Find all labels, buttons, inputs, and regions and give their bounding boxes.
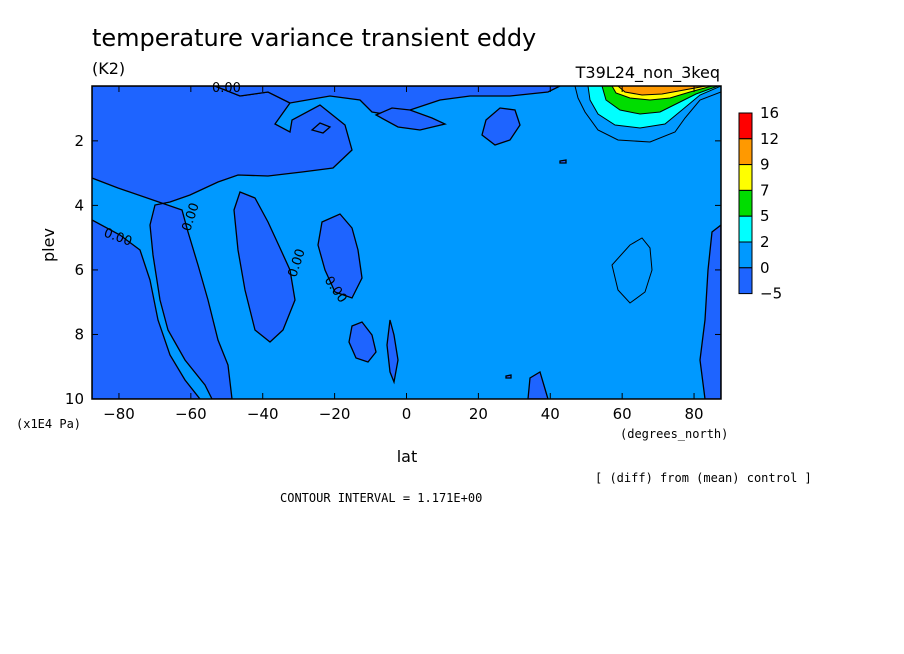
diff-note: [ (diff) from (mean) control ] <box>595 471 812 485</box>
colorbar-swatch <box>738 267 753 295</box>
colorbar-label: 7 <box>760 181 770 199</box>
y-tick-label: 10 <box>65 390 84 408</box>
colorbar-label: 16 <box>760 104 779 122</box>
negative-blob-2 <box>317 213 363 299</box>
y-axis: 2 4 6 8 10 <box>65 132 721 408</box>
x-tick-label: −20 <box>319 405 351 423</box>
y-tick-label: 2 <box>74 132 84 150</box>
contour-label: 0.00 <box>212 81 241 96</box>
x-tick-label: −60 <box>175 405 207 423</box>
negative-blob-dot <box>559 159 567 164</box>
negative-region-west-lower <box>92 219 201 399</box>
x-tick-label: 20 <box>469 405 488 423</box>
colorbar-label: 9 <box>760 156 770 174</box>
y-tick-label: 6 <box>74 261 84 279</box>
colorbar-swatch <box>738 164 753 191</box>
colorbar-swatch <box>738 241 753 269</box>
colorbar-swatch <box>738 138 753 166</box>
x-axis-label: lat <box>397 447 418 466</box>
colorbar-label: 0 <box>760 259 770 277</box>
contour-line-east <box>611 237 653 304</box>
chart-units: (K2) <box>92 59 125 78</box>
x-tick-label: −80 <box>103 405 135 423</box>
x-axis: −80 −60 −40 −20 0 20 40 60 80 <box>103 86 704 423</box>
negative-blob-8 <box>527 371 549 399</box>
colorbar: 16 12 9 7 5 2 0 −5 <box>738 104 782 303</box>
negative-blob-east <box>699 224 721 399</box>
colorbar-label: −5 <box>760 285 782 303</box>
positive-region-level5 <box>617 86 707 96</box>
negative-blob-dot2 <box>505 374 512 379</box>
negative-blob-1 <box>233 191 296 343</box>
colorbar-label: 5 <box>760 207 770 225</box>
colorbar-swatch <box>738 112 753 140</box>
colorbar-label: 2 <box>760 233 770 251</box>
run-label: T39L24_non_3keq <box>575 63 720 83</box>
negative-blob-6 <box>481 107 521 146</box>
colorbar-swatch <box>738 189 753 217</box>
negative-blob-4 <box>386 319 399 385</box>
x-tick-label: 40 <box>541 405 560 423</box>
y-tick-label: 4 <box>74 196 84 214</box>
x-tick-label: 60 <box>613 405 632 423</box>
x-axis-units: (degrees_north) <box>620 427 728 441</box>
contour-interval: CONTOUR INTERVAL = 1.171E+00 <box>280 491 482 505</box>
colorbar-swatch <box>738 215 753 243</box>
x-tick-label: 80 <box>684 405 703 423</box>
chart-title: temperature variance transient eddy <box>92 24 536 52</box>
colorbar-label: 12 <box>760 130 779 148</box>
negative-blob-7 <box>374 107 447 131</box>
negative-region-west <box>92 86 353 399</box>
y-tick-label: 8 <box>74 325 84 343</box>
x-tick-label: 0 <box>402 405 412 423</box>
y-axis-units: (x1E4 Pa) <box>16 417 81 431</box>
x-tick-label: −40 <box>247 405 279 423</box>
y-axis-label: plev <box>39 228 58 262</box>
negative-blob-3 <box>348 321 377 363</box>
negative-blob-5 <box>310 122 332 134</box>
